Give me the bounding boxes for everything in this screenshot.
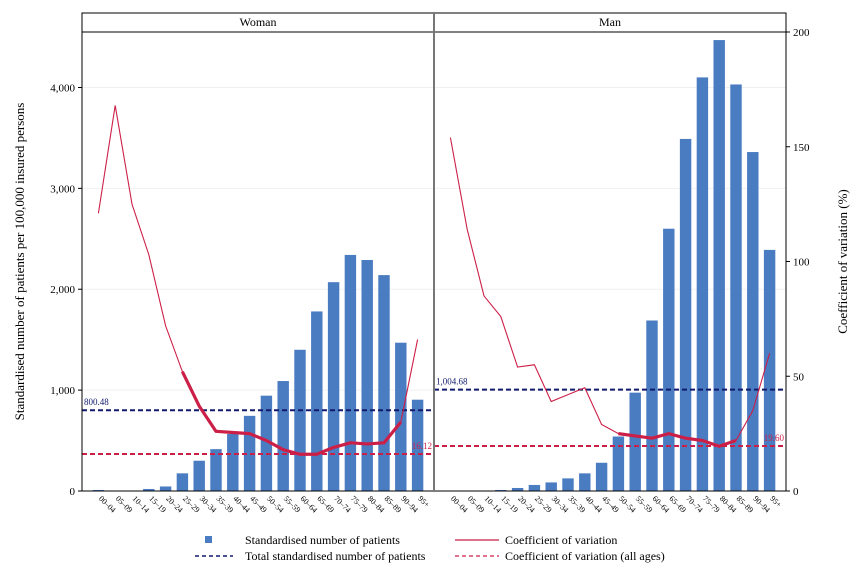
bar [395,342,407,491]
bar [344,254,357,491]
bar [562,478,574,491]
cv-reference-label: 16.12 [412,441,432,451]
x-tick-label: 15–19 [499,494,520,515]
y-axis-title: Standardised number of patients per 100,… [12,103,27,421]
x-tick-label: 30–34 [550,494,571,515]
legend-marker-bars [205,536,212,543]
x-tick-label: 80–84 [718,494,739,515]
x-tick-label: 35–39 [567,494,588,515]
x-tick-label: 65–69 [315,494,336,515]
y-tick-label: 4,000 [50,82,75,94]
x-tick-label: 80–84 [366,494,387,515]
y2-tick-label: 50 [793,371,805,383]
x-tick-label: 85–89 [383,494,404,515]
bar [713,40,725,492]
bar [747,152,759,492]
x-tick-label: 25–29 [181,494,202,515]
bar [361,259,373,491]
bar [579,473,591,491]
x-tick-label: 75–79 [349,494,370,515]
x-tick-label: 15–19 [147,494,168,515]
x-tick-label: 35–39 [215,494,236,515]
x-tick-label: 60–64 [299,494,320,515]
bar [696,77,709,492]
x-tick-label: 40–44 [231,494,252,515]
panel-title: Woman [239,15,276,29]
bar [243,415,256,491]
x-tick-label: 65–69 [667,494,688,515]
x-tick-label: 60–64 [651,494,672,515]
cv-line-thick [618,432,737,448]
bar [159,486,172,491]
legend-label: Coefficient of variation (all ages) [505,549,665,563]
x-tick-label: 20–24 [164,494,185,515]
x-tick-label: 00–04 [449,494,470,515]
bar [176,473,189,491]
bar [595,462,608,491]
bar [294,349,306,491]
legend-label: Total standardised number of patients [245,549,426,563]
total-reference-label: 800.48 [84,397,109,407]
bar [612,436,625,491]
bar [679,138,692,491]
bar [629,392,641,491]
y-tick-label: 1,000 [50,385,75,397]
x-tick-label: 05–09 [114,494,135,515]
bar [663,228,675,491]
y2-tick-label: 200 [793,27,810,39]
bar [411,399,424,491]
x-tick-label: 70–74 [332,494,353,515]
x-tick-label: 90–94 [399,494,420,515]
bar [378,275,390,491]
x-tick-label: 70–74 [684,494,705,515]
y2-tick-label: 0 [793,486,799,498]
total-reference-label: 1,004.68 [436,377,468,387]
bar [143,488,155,491]
x-tick-label: 30–34 [198,494,219,515]
bar [646,320,658,491]
x-tick-label: 40–44 [583,494,604,515]
bar [260,395,273,491]
x-tick-label: 55–59 [282,494,303,515]
y-tick-label: 3,000 [50,183,75,195]
y-tick-label: 0 [70,486,76,498]
x-tick-label: 10–14 [483,494,504,515]
legend-label: Coefficient of variation [505,533,617,547]
y2-tick-label: 150 [793,142,810,154]
bar [730,84,742,491]
panel-title: Man [599,15,621,29]
bar [545,482,557,491]
x-tick-label: 20–24 [516,494,537,515]
y2-tick-label: 100 [793,257,810,269]
y-tick-label: 2,000 [50,284,75,296]
x-tick-label: 25–29 [533,494,554,515]
bar [528,484,541,491]
bar [210,449,222,491]
bar [277,381,289,491]
cv-line-thick [180,370,403,456]
bar [327,282,340,491]
legend-label: Standardised number of patients [245,533,400,547]
bar [311,311,323,491]
x-tick-label: 55–59 [634,494,655,515]
cv-reference-label: 19.60 [764,433,785,443]
x-tick-label: 05–09 [466,494,487,515]
x-tick-label: 00–04 [97,494,118,515]
x-tick-label: 45–49 [600,494,621,515]
bar [227,434,239,491]
bar [511,487,524,491]
x-tick-label: 85–89 [735,494,756,515]
x-tick-label: 50–54 [265,494,286,515]
bar [193,460,205,491]
x-tick-label: 10–14 [131,494,152,515]
x-tick-label: 90–94 [751,494,772,515]
bar [763,249,776,491]
x-tick-label: 75–79 [701,494,722,515]
y2-axis-title: Coefficient of variation (%) [835,189,850,334]
bar [92,489,105,491]
bar [495,489,507,491]
x-tick-label: 45–49 [248,494,269,515]
x-tick-label: 50–54 [617,494,638,515]
